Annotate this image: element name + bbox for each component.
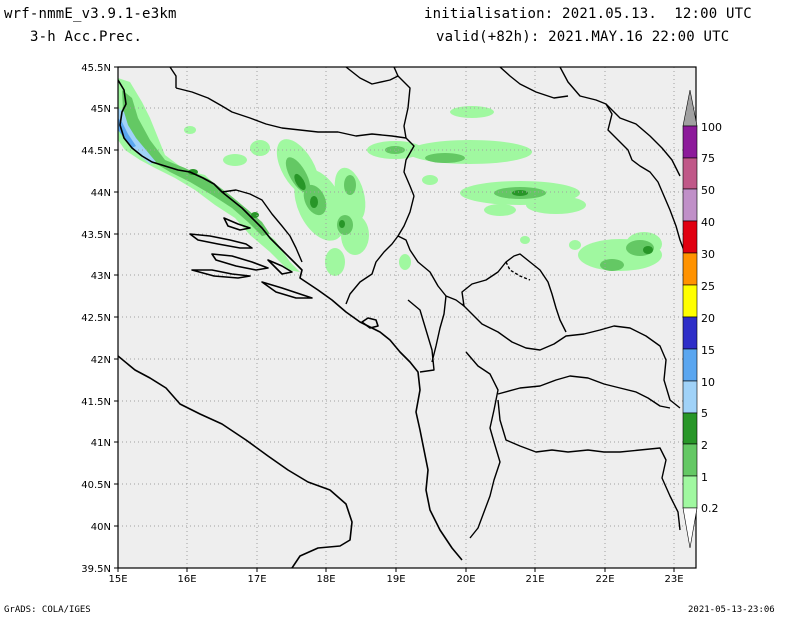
footer-timestamp: 2021-05-13-23:06 [688, 605, 775, 615]
footer-credit: GrADS: COLA/IGES [4, 605, 91, 615]
lat-label: 41N [91, 438, 111, 449]
lat-label: 44N [91, 188, 111, 199]
colorbar-segment [682, 412, 698, 445]
init-time: initialisation: 2021.05.13. 12:00 UTC [424, 6, 752, 22]
colorbar-segment [682, 284, 698, 318]
country-borders [169, 67, 695, 539]
colorbar-segment [682, 507, 698, 549]
colorbar-label: 2 [701, 439, 708, 452]
lon-label: 22E [595, 574, 614, 585]
lat-label: 40N [91, 522, 111, 533]
colorbar-label: 40 [701, 216, 715, 229]
lon-label: 16E [177, 574, 196, 585]
colorbar-label: 1 [701, 471, 708, 484]
colorbar-segment [682, 157, 698, 190]
colorbar-label: 30 [701, 248, 715, 261]
axis-ticks [114, 66, 675, 572]
lon-label: 15E [108, 574, 127, 585]
colorbar-label: 5 [701, 407, 708, 420]
colorbar-segment [682, 252, 698, 286]
grid-lines [118, 67, 696, 568]
colorbar-segment [682, 475, 698, 509]
colorbar-segment [682, 443, 698, 477]
lat-label: 42N [91, 355, 111, 366]
colorbar-label: 20 [701, 312, 715, 325]
colorbar-label: 50 [701, 184, 715, 197]
valid-time: valid(+82h): 2021.MAY.16 22:00 UTC [436, 29, 730, 45]
colorbar-segment [682, 220, 698, 254]
lon-label: 18E [316, 574, 335, 585]
colorbar-label: 75 [701, 152, 715, 165]
colorbar [682, 89, 698, 549]
lat-label: 42.5N [81, 313, 111, 324]
precip-2mm-area [188, 169, 653, 254]
lon-label: 17E [247, 574, 266, 585]
colorbar-label: 0.2 [701, 502, 719, 515]
model-name: wrf-nmmE_v3.9.1-e3km [4, 6, 177, 22]
lat-label: 45.5N [81, 63, 111, 74]
colorbar-segment [682, 380, 698, 414]
longitude-labels: 15E 16E 17E 18E 19E 20E 21E 22E 23E [108, 574, 683, 585]
lat-label: 44.5N [81, 146, 111, 157]
colorbar-label: 25 [701, 280, 715, 293]
colorbar-label: 100 [701, 121, 722, 134]
lat-label: 40.5N [81, 480, 111, 491]
coastlines [118, 79, 463, 568]
lat-label: 45N [91, 104, 111, 115]
lon-label: 21E [525, 574, 544, 585]
latitude-labels: 45.5N 45N 44.5N 44N 43.5N 43N 42.5N 42N … [81, 63, 111, 575]
colorbar-segment [682, 348, 698, 382]
lon-label: 23E [664, 574, 683, 585]
lat-label: 39.5N [81, 564, 111, 575]
lat-label: 43N [91, 271, 111, 282]
precip-10mm-area [118, 118, 136, 148]
colorbar-labels: 100 75 50 40 30 25 20 15 10 5 2 1 0.2 [701, 121, 722, 515]
field-name: 3-h Acc.Prec. [30, 29, 143, 45]
colorbar-label: 10 [701, 376, 715, 389]
lat-label: 43.5N [81, 230, 111, 241]
lon-label: 20E [456, 574, 475, 585]
lat-label: 41.5N [81, 397, 111, 408]
colorbar-label: 15 [701, 344, 715, 357]
colorbar-segment [682, 316, 698, 350]
lon-label: 19E [386, 574, 405, 585]
colorbar-segment [682, 125, 698, 159]
colorbar-segment [682, 188, 698, 222]
